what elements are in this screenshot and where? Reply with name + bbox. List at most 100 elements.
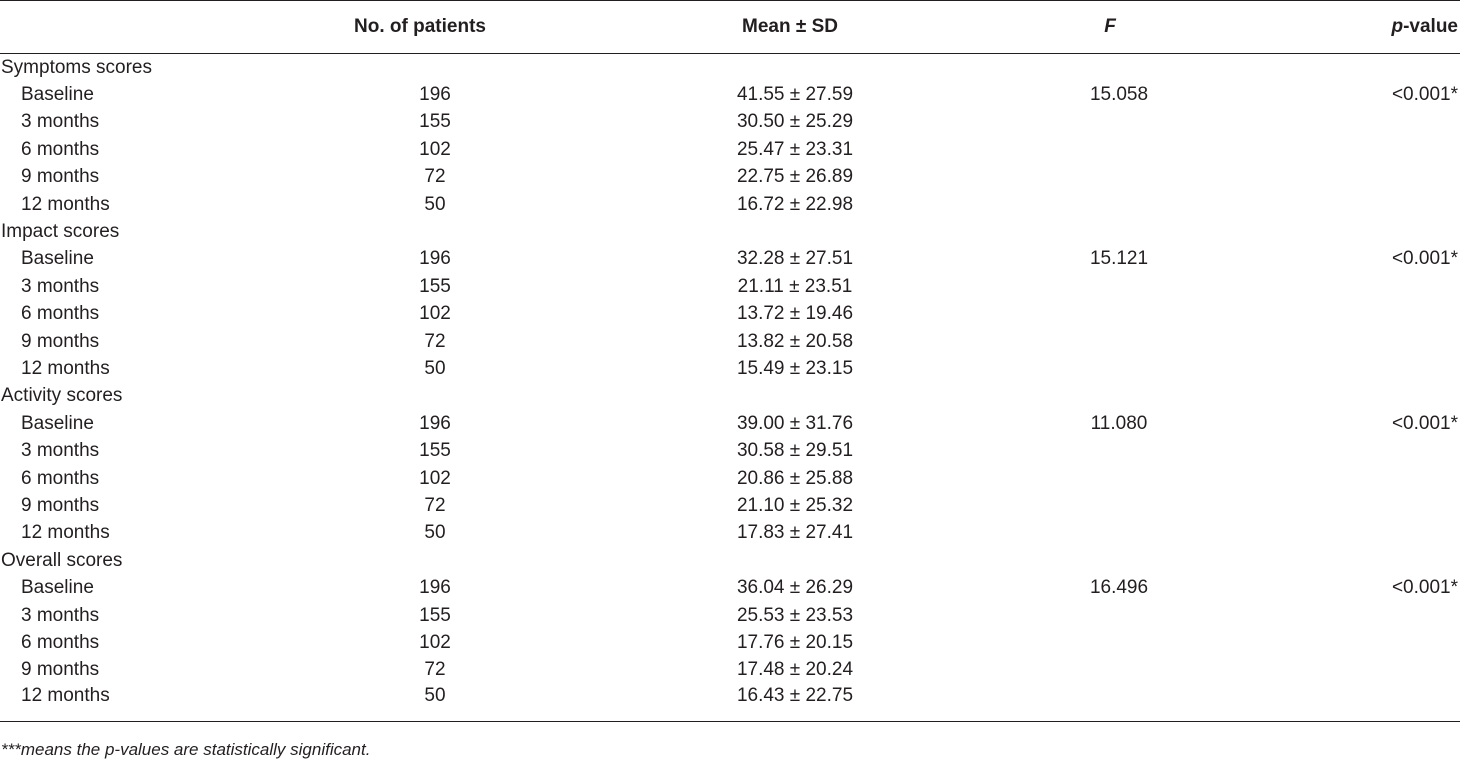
p-value-cell [1230,109,1460,136]
f-cell [990,465,1230,492]
empty-cell [990,218,1230,245]
row-label: Baseline [21,248,94,270]
empty-cell [1230,218,1460,245]
mean-sd-cell: 15.49 ± 23.15 [736,357,854,379]
f-cell [990,602,1230,629]
empty-cell [1230,547,1460,574]
row-label: Baseline [21,577,94,599]
group-title: Impact scores [1,221,120,243]
mean-sd-cell: 36.04 ± 26.29 [736,577,854,599]
p-value-cell [1230,657,1460,684]
empty-cell [590,547,990,574]
p-value-cell [1230,273,1460,300]
header-p-value: p-value [1230,1,1460,54]
row-label: 9 months [21,494,100,516]
patients-cell: 155 [419,111,451,133]
f-cell [990,684,1230,722]
p-value-cell [1230,684,1460,722]
mean-sd-cell: 13.82 ± 20.58 [736,330,854,352]
row-label: 6 months [21,138,100,160]
p-value-cell [1230,328,1460,355]
row-label: 9 months [21,659,100,681]
f-cell [990,301,1230,328]
mean-sd-cell: 21.10 ± 25.32 [736,494,854,516]
table-header: No. of patients Mean ± SD F p-value [0,0,1460,54]
patients-cell: 102 [419,138,451,160]
table-row: Baseline 196 41.55 ± 27.59 15.058 <0.001* [0,81,1460,108]
table-row: 6 months 102 25.47 ± 23.31 [0,136,1460,163]
mean-sd-cell: 17.83 ± 27.41 [736,522,854,544]
p-value-cell [1230,301,1460,328]
patients-cell: 50 [424,193,446,215]
p-value-cell [1230,164,1460,191]
table-row: Baseline 196 32.28 ± 27.51 15.121 <0.001* [0,246,1460,273]
table-row: 12 months 50 16.43 ± 22.75 [0,684,1460,722]
table-row: Baseline 196 39.00 ± 31.76 11.080 <0.001* [0,410,1460,437]
patients-cell: 72 [424,494,446,516]
f-cell [990,355,1230,382]
row-label: 3 months [21,111,100,133]
p-value-cell [1230,437,1460,464]
f-cell [990,657,1230,684]
p-value-cell: <0.001* [1391,84,1458,106]
mean-sd-cell: 20.86 ± 25.88 [736,467,854,489]
group-row: Symptoms scores [0,54,1460,82]
patients-cell: 155 [419,440,451,462]
header-p-rest: -value [1403,16,1458,37]
f-cell [990,492,1230,519]
mean-sd-cell: 22.75 ± 26.89 [736,166,854,188]
empty-cell [250,54,590,82]
p-value-cell [1230,465,1460,492]
group-title: Symptoms scores [1,56,152,78]
mean-sd-cell: 32.28 ± 27.51 [736,248,854,270]
row-label: 3 months [21,275,100,297]
group-row: Overall scores [0,547,1460,574]
row-label: 3 months [21,440,100,462]
table-footnote: ***means the p-values are statistically … [1,740,371,759]
p-value-cell [1230,355,1460,382]
mean-sd-cell: 30.50 ± 25.29 [736,111,854,133]
results-table-container: No. of patients Mean ± SD F p-value Symp… [0,0,1460,722]
table-body: Symptoms scores Baseline 196 41.55 ± 27.59 1… [0,54,1460,722]
group-title: Overall scores [1,549,123,571]
header-no-of-patients: No. of patients [354,16,486,37]
mean-sd-cell: 41.55 ± 27.59 [736,84,854,106]
patients-cell: 102 [419,631,451,653]
f-cell: 15.058 [1089,84,1149,106]
header-row: No. of patients Mean ± SD F p-value [0,0,1460,54]
mean-sd-cell: 13.72 ± 19.46 [736,303,854,325]
patients-cell: 50 [424,357,446,379]
patients-cell: 102 [419,303,451,325]
f-cell: 16.496 [1089,577,1149,599]
row-label: Baseline [21,84,94,106]
row-label: 3 months [21,604,100,626]
f-cell [990,273,1230,300]
table-row: 3 months 155 21.11 ± 23.51 [0,273,1460,300]
f-cell [990,109,1230,136]
p-value-cell [1230,602,1460,629]
mean-sd-cell: 21.11 ± 23.51 [737,275,853,297]
patients-cell: 72 [424,659,446,681]
mean-sd-cell: 39.00 ± 31.76 [736,412,854,434]
mean-sd-cell: 25.53 ± 23.53 [736,604,854,626]
patients-cell: 196 [419,577,451,599]
mean-sd-cell: 16.43 ± 22.75 [736,684,854,706]
header-p-italic: p [1391,16,1404,37]
empty-cell [990,54,1230,82]
table-row: 3 months 155 30.50 ± 25.29 [0,109,1460,136]
group-row: Impact scores [0,218,1460,245]
patients-cell: 72 [424,330,446,352]
patients-cell: 72 [424,166,446,188]
empty-cell [250,218,590,245]
table-row: 3 months 155 30.58 ± 29.51 [0,437,1460,464]
row-label: 12 months [21,522,110,544]
header-mean-sd: Mean ± SD [742,16,838,37]
mean-sd-cell: 16.72 ± 22.98 [736,193,854,215]
f-cell: 15.121 [1089,248,1149,270]
mean-sd-cell: 17.48 ± 20.24 [736,659,854,681]
row-label: 9 months [21,166,100,188]
f-cell [990,437,1230,464]
f-cell [990,328,1230,355]
f-cell [990,136,1230,163]
row-label: 12 months [21,684,110,706]
